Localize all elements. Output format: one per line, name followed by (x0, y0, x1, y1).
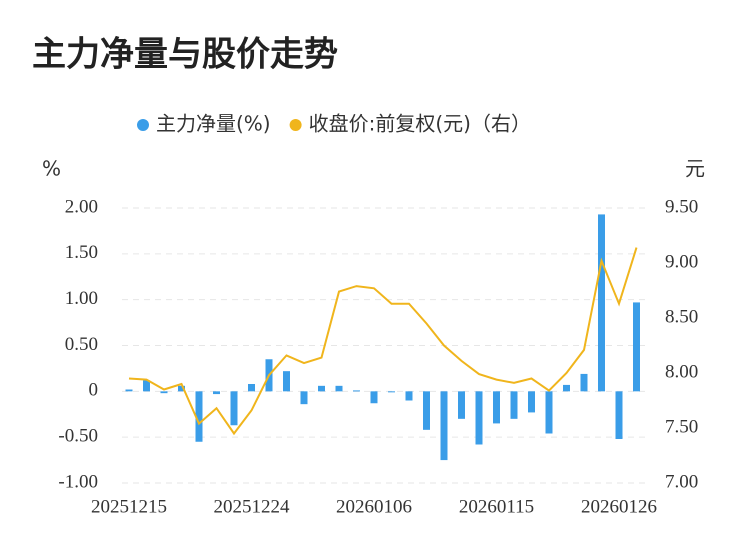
y-tick-label: 0 (89, 380, 99, 401)
y2-tick-label: 7.00 (665, 471, 698, 492)
x-tick-label: 20251215 (91, 496, 167, 517)
legend-marker (137, 119, 149, 131)
bar (545, 391, 553, 434)
x-tick-label: 20260126 (581, 496, 657, 517)
y-tick-label: 2.00 (65, 196, 98, 217)
y2-tick-label: 8.00 (665, 361, 698, 382)
y2-tick-label: 7.50 (665, 416, 698, 437)
legend-label: 主力净量(%) (156, 112, 271, 136)
bar (475, 391, 483, 445)
y-tick-label: 0.50 (65, 334, 98, 355)
bar (423, 391, 430, 430)
x-tick-label: 20251224 (214, 496, 291, 517)
bar (528, 391, 535, 413)
y2-tick-label: 9.50 (665, 196, 698, 217)
y2-tick-label: 8.50 (665, 306, 698, 327)
legend-marker (289, 119, 302, 131)
bar (563, 384, 570, 392)
y2-tick-label: 9.00 (665, 251, 698, 272)
chart-title: 主力净量与股价走势 (32, 35, 338, 75)
bar (598, 214, 605, 392)
y-tick-label: 1.00 (65, 288, 98, 309)
legend-label: 收盘价:前复权(元)（右） (309, 112, 531, 136)
bar (195, 391, 203, 442)
bar (213, 391, 220, 395)
bar (388, 391, 395, 393)
bar (160, 391, 168, 394)
y-tick-label: -1.00 (58, 471, 98, 492)
y2-unit: 元 (685, 157, 705, 181)
bar (405, 391, 413, 401)
bar (335, 385, 343, 392)
bar (125, 389, 133, 392)
bar (353, 390, 360, 392)
bar (248, 384, 255, 392)
bar (493, 391, 500, 424)
x-tick-label: 20260115 (459, 496, 534, 517)
bar (178, 385, 185, 392)
y-tick-label: 1.50 (65, 242, 98, 263)
bar (510, 391, 518, 419)
bar (283, 371, 290, 392)
bar (580, 373, 588, 392)
y-unit: % (42, 157, 61, 181)
bar (143, 380, 150, 392)
x-tick-label: 20260106 (336, 496, 412, 517)
bar (300, 391, 308, 405)
bar (633, 302, 640, 392)
bar (615, 391, 623, 439)
price-line (128, 247, 638, 436)
bar (230, 391, 238, 426)
bar (370, 391, 378, 404)
bar (318, 385, 325, 392)
y-tick-label: -0.50 (58, 426, 98, 447)
bar (440, 391, 448, 461)
bar (458, 391, 465, 419)
